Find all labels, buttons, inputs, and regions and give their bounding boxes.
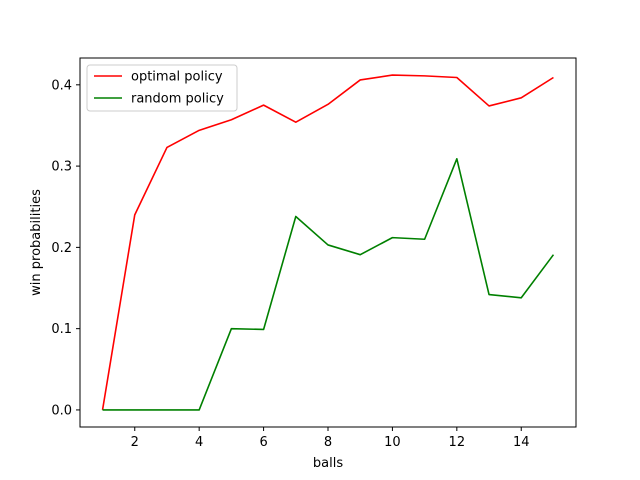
plot-area [80, 58, 576, 427]
x-tick-label: 2 [131, 435, 139, 450]
x-tick-label: 10 [384, 435, 401, 450]
y-tick-label: 0.1 [51, 322, 72, 337]
legend: optimal policy random policy [86, 64, 238, 112]
y-tick-label: 0.2 [51, 241, 72, 256]
x-tick-label: 12 [449, 435, 466, 450]
plot-frame [79, 57, 577, 428]
x-tick-label: 8 [324, 435, 332, 450]
y-tick-label: 0.0 [51, 403, 72, 418]
x-tick-label: 4 [195, 435, 203, 450]
x-tick-label: 14 [513, 435, 530, 450]
y-tick-label: 0.4 [51, 78, 72, 93]
legend-label: random policy [131, 92, 224, 107]
x-axis-label: balls [313, 456, 343, 471]
legend-label: optimal policy [131, 70, 223, 85]
legend-box [86, 64, 238, 112]
series-layer [101, 74, 555, 411]
y-tick-label: 0.3 [51, 160, 72, 175]
y-axis-ticks: 0.0 0.1 0.2 0.3 0.4 [51, 78, 80, 418]
x-tick-label: 6 [259, 435, 267, 450]
y-axis-label: win probabilities [29, 189, 44, 296]
x-axis-ticks: 2 4 6 8 10 12 14 [131, 427, 530, 450]
